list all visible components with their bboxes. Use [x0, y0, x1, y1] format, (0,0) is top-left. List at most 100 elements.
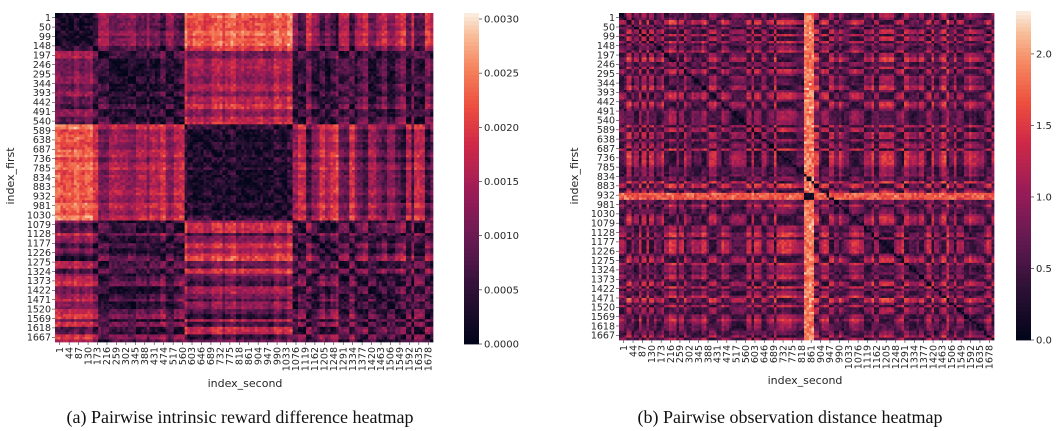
- heatmap-cell: [176, 38, 180, 42]
- heatmap-cell: [246, 61, 250, 64]
- heatmap-cell: [65, 76, 69, 80]
- heatmap-cell: [360, 83, 364, 87]
- heatmap-cell: [343, 30, 347, 34]
- heatmap-cell: [368, 63, 372, 67]
- heatmap-cell: [84, 66, 88, 70]
- heatmap-cell: [230, 99, 234, 102]
- heatmap-cell: [119, 81, 123, 85]
- heatmap-cell: [200, 93, 204, 97]
- heatmap-cell: [63, 20, 67, 24]
- heatmap-cell: [343, 66, 347, 70]
- heatmap-cell: [192, 99, 196, 102]
- heatmap-cell: [424, 58, 428, 62]
- heatmap-cell: [262, 23, 266, 26]
- heatmap-cell: [222, 78, 226, 82]
- heatmap-cell: [163, 88, 167, 92]
- heatmap-cell: [122, 45, 126, 49]
- heatmap-cell: [122, 18, 126, 21]
- heatmap-cell: [136, 53, 140, 57]
- heatmap-cell: [303, 81, 307, 85]
- heatmap-cell: [179, 88, 183, 92]
- heatmap-cell: [341, 15, 345, 19]
- heatmap-cell: [235, 78, 239, 82]
- heatmap-cell: [176, 56, 180, 59]
- heatmap-cell: [268, 25, 272, 29]
- heatmap-cell: [130, 99, 134, 102]
- heatmap-cell: [195, 88, 199, 92]
- heatmap-cell: [411, 53, 415, 57]
- heatmap-cell: [379, 43, 383, 47]
- heatmap-cell: [268, 23, 272, 26]
- heatmap-cell: [141, 56, 145, 59]
- heatmap-cell: [406, 78, 410, 82]
- heatmap-cell: [119, 96, 123, 100]
- heatmap-cell: [354, 66, 358, 70]
- heatmap-cell: [200, 38, 204, 42]
- heatmap-cell: [311, 76, 315, 80]
- heatmap-cell: [125, 86, 129, 90]
- heatmap-cell: [311, 63, 315, 67]
- heatmap-cell: [354, 30, 358, 34]
- heatmap-cell: [136, 76, 140, 80]
- heatmap-cell: [352, 61, 356, 64]
- heatmap-cell: [203, 78, 207, 82]
- heatmap-cell: [117, 53, 121, 57]
- heatmap-cell: [130, 33, 134, 37]
- heatmap-cell: [249, 78, 253, 82]
- heatmap-cell: [71, 30, 75, 34]
- heatmap-cell: [227, 28, 231, 32]
- heatmap-cell: [200, 48, 204, 52]
- heatmap-cell: [408, 33, 412, 37]
- heatmap-cell: [260, 43, 264, 47]
- heatmap-cell: [308, 71, 312, 75]
- heatmap-cell: [100, 93, 104, 97]
- heatmap-cell: [306, 23, 310, 26]
- heatmap-cell: [206, 56, 210, 59]
- heatmap-cell: [300, 81, 304, 85]
- heatmap-cell: [222, 56, 226, 59]
- heatmap-cell: [400, 96, 404, 100]
- heatmap-cell: [133, 86, 137, 90]
- heatmap-cell: [335, 40, 339, 44]
- heatmap-cell: [176, 13, 180, 16]
- heatmap-cell: [333, 40, 337, 44]
- heatmap-cell: [233, 45, 237, 49]
- heatmap-cell: [87, 43, 91, 47]
- heatmap-cell: [187, 35, 191, 39]
- heatmap-cell: [165, 91, 169, 95]
- heatmap-cell: [424, 30, 428, 34]
- heatmap-cell: [222, 30, 226, 34]
- heatmap-cell: [214, 15, 218, 19]
- heatmap-cell: [176, 33, 180, 37]
- heatmap-cell: [92, 86, 96, 90]
- heatmap-cell: [241, 78, 245, 82]
- heatmap-cell: [130, 35, 134, 39]
- heatmap-cell: [346, 53, 350, 57]
- heatmap-cell: [246, 50, 250, 54]
- heatmap-cell: [295, 13, 299, 16]
- heatmap-cell: [319, 50, 323, 54]
- heatmap-cell: [430, 50, 434, 54]
- heatmap-cell: [79, 33, 83, 37]
- heatmap-cell: [230, 68, 234, 72]
- heatmap-cell: [230, 86, 234, 90]
- heatmap-cell: [265, 23, 269, 26]
- heatmap-cell: [184, 63, 188, 67]
- heatmap-cell: [92, 23, 96, 26]
- heatmap-cell: [119, 23, 123, 26]
- heatmap-cell: [187, 71, 191, 75]
- heatmap-cell: [422, 40, 426, 44]
- heatmap-cell: [82, 83, 86, 87]
- heatmap-cell: [279, 53, 283, 57]
- heatmap-cell: [111, 25, 115, 29]
- heatmap-cell: [163, 86, 167, 90]
- heatmap-cell: [176, 28, 180, 32]
- heatmap-cell: [373, 33, 377, 37]
- heatmap-cell: [406, 48, 410, 52]
- heatmap-cell: [330, 53, 334, 57]
- heatmap-cell: [395, 93, 399, 97]
- heatmap-cell: [87, 61, 91, 64]
- heatmap-cell: [160, 93, 164, 97]
- heatmap-cell: [260, 91, 264, 95]
- heatmap-cell: [379, 33, 383, 37]
